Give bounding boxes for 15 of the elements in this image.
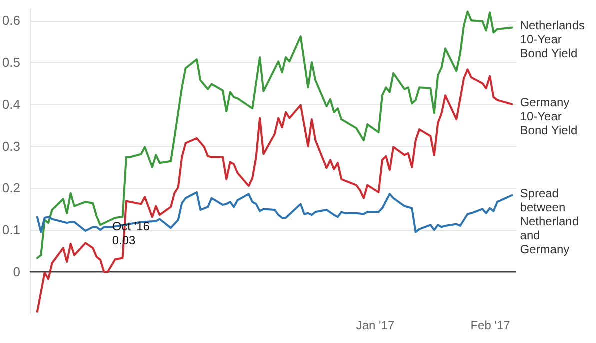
- y-tick-label: 0.5: [2, 54, 20, 70]
- series-label: Spread between Netherland and Germany: [520, 186, 580, 256]
- y-tick-label: 0.3: [2, 138, 20, 154]
- series-label: Germany 10-Year Bond Yield: [520, 95, 578, 138]
- x-tick-label: Feb '17: [470, 318, 511, 332]
- x-tick-label: Jan '17: [356, 318, 396, 332]
- series-label: Netherlands 10-Year Bond Yield: [520, 18, 586, 61]
- y-tick-label: 0.6: [2, 13, 20, 28]
- line-series: [36, 10, 514, 260]
- y-tick-label: 0: [13, 264, 20, 280]
- y-tick-label: 0.2: [2, 180, 20, 196]
- y-tick-label: 0.1: [2, 222, 20, 238]
- line-series: [36, 68, 514, 313]
- line-series: [36, 191, 514, 234]
- y-tick-label: 0.4: [2, 96, 20, 112]
